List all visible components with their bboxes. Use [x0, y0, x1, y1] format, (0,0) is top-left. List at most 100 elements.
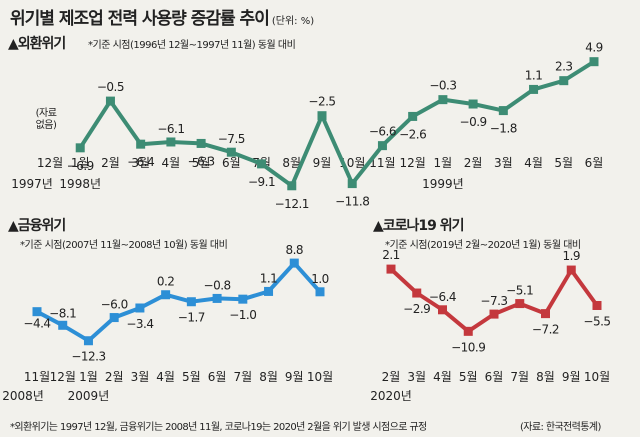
main-title-text: 위기별 제조업 전력 사용량 증감률 추이 [10, 9, 270, 29]
data-label: 1.0 [311, 272, 329, 286]
x-tick-label: 12월 [50, 370, 76, 384]
data-point [315, 287, 325, 297]
data-point [589, 57, 599, 67]
data-label: −9.1 [248, 175, 275, 189]
data-label: −6.0 [101, 298, 128, 312]
series-line [78, 60, 596, 188]
data-label: −12.1 [275, 197, 309, 211]
data-label: 2.3 [555, 60, 573, 74]
data-point [135, 303, 145, 313]
x-tick-label: 9월 [285, 370, 304, 384]
triangle-icon: ▲ [8, 218, 19, 234]
data-point [186, 297, 196, 307]
data-label: 8.8 [285, 243, 303, 257]
data-label: −0.3 [429, 79, 456, 93]
x-tick-label: 2월 [382, 370, 401, 384]
x-tick-label: 6월 [585, 156, 604, 170]
data-point [347, 179, 357, 189]
year-label: 2008년 [2, 389, 44, 403]
x-tick-label: 9월 [313, 156, 332, 170]
data-point [58, 320, 68, 330]
year-label: 2009년 [68, 389, 110, 403]
data-point [386, 264, 396, 274]
data-label: −6.6 [369, 125, 396, 139]
data-label: −12.3 [71, 350, 105, 364]
data-point [463, 326, 473, 336]
unit-label: (단위: %) [271, 16, 315, 27]
source-note: (자료: 한국전력통계) [520, 422, 601, 433]
data-point [289, 258, 299, 268]
x-tick-label: 10월 [584, 370, 610, 384]
panel-title-covid: ▲코로나19 위기 [373, 218, 465, 234]
x-tick-label: 5월 [554, 156, 573, 170]
data-point [264, 286, 274, 296]
data-label: −7.3 [480, 294, 507, 308]
x-tick-label: 6월 [208, 370, 227, 384]
data-label: −0.8 [204, 278, 231, 292]
panel-title-financial-crisis: ▲금융위기 [8, 218, 66, 234]
data-label: −3.4 [126, 317, 153, 331]
data-label: −6.4 [127, 155, 154, 169]
x-tick-label: 7월 [233, 370, 252, 384]
panel-subtitle-financial-crisis: *기준 시점(2007년 11월~2008년 10월) 동월 대비 [20, 240, 228, 251]
x-tick-label: 1월 [71, 156, 90, 170]
triangle-icon: ▲ [8, 36, 19, 52]
year-label: 1997년 [11, 177, 53, 191]
data-point [238, 294, 248, 304]
x-tick-label: 4월 [156, 370, 175, 384]
missing-data-note: (자료 없음) [35, 108, 57, 131]
data-point [529, 84, 539, 94]
data-point [489, 309, 499, 319]
triangle-icon: ▲ [373, 218, 384, 234]
data-point [166, 137, 176, 147]
x-tick-label: 7월 [510, 370, 529, 384]
data-point [257, 159, 267, 169]
data-label: −4.4 [23, 317, 50, 331]
data-label: −6.9 [67, 159, 94, 173]
x-tick-label: 4월 [433, 370, 452, 384]
x-tick-label: 12월 [400, 156, 426, 170]
data-label: −6.1 [157, 122, 184, 136]
data-label: −1.8 [490, 122, 517, 136]
data-point [317, 111, 327, 121]
x-tick-label: 6월 [222, 156, 241, 170]
x-tick-label: 8월 [282, 156, 301, 170]
data-point [566, 265, 576, 275]
x-tick-label: 5월 [182, 370, 201, 384]
data-point [468, 99, 478, 109]
data-point [75, 143, 85, 153]
x-tick-label: 3월 [494, 156, 513, 170]
x-tick-label: 9월 [562, 370, 581, 384]
data-point [226, 147, 236, 157]
panel-subtitle-covid: *기준 시점(2019년 2월~2020년 1월) 동월 대비 [385, 240, 581, 251]
data-point [83, 336, 93, 346]
data-point [109, 313, 119, 323]
x-tick-label: 8월 [259, 370, 278, 384]
x-tick-label: 1월 [434, 156, 453, 170]
data-point [412, 288, 422, 298]
data-point [287, 181, 297, 191]
data-point [438, 95, 448, 105]
data-point [592, 300, 602, 310]
data-label: −2.5 [308, 95, 335, 109]
data-label: −0.9 [460, 115, 487, 129]
x-tick-label: 2월 [101, 156, 120, 170]
x-tick-label: 5월 [192, 156, 211, 170]
data-point [541, 309, 550, 319]
x-tick-label: 2월 [105, 370, 124, 384]
data-label: −10.9 [451, 340, 485, 354]
x-tick-label: 1월 [79, 370, 98, 384]
year-label: 1998년 [59, 177, 101, 191]
x-tick-label: 3월 [407, 370, 426, 384]
x-tick-label: 3월 [131, 370, 150, 384]
data-label: 1.1 [260, 271, 278, 285]
data-point [212, 293, 222, 303]
data-point [196, 138, 206, 148]
data-label: 2.1 [382, 248, 400, 262]
data-label: −2.9 [403, 302, 430, 316]
main-title: 위기별 제조업 전력 사용량 증감률 추이 (단위: %) [10, 4, 314, 29]
